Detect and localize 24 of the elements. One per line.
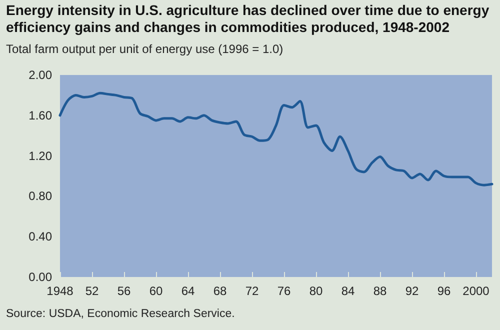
y-tick-label: 1.20 [28, 148, 52, 163]
source-note: Source: USDA, Economic Research Service. [6, 308, 235, 320]
x-tick-label: 64 [181, 284, 195, 298]
x-tick-label: 2000 [462, 284, 490, 298]
y-tick-label: 0.00 [28, 270, 52, 284]
y-tick-label: 0.80 [28, 189, 52, 204]
x-tick-label: 84 [341, 284, 355, 298]
chart-title: Energy intensity in U.S. agriculture has declined over time due to energy efficiency gains and changes in commodities produced, 1948-2002 [6, 2, 490, 36]
x-tick-label: 68 [213, 284, 227, 298]
x-tick-label: 72 [245, 284, 259, 298]
x-tick-label: 80 [309, 284, 323, 298]
line-series [58, 92, 494, 186]
x-tick-label: 52 [85, 284, 99, 298]
y-tick-label: 2.00 [28, 68, 52, 82]
y-tick-label: 1.60 [28, 108, 52, 122]
x-tick-label: 92 [405, 284, 419, 298]
y-axis-title: Total farm output per unit of energy use (1996 = 1.0) [6, 42, 284, 56]
x-tick-label: 76 [277, 284, 291, 298]
x-tick-label: 96 [437, 284, 451, 298]
x-tick-label: 88 [373, 284, 387, 298]
x-tick-label: 60 [149, 284, 163, 298]
x-tick-label: 56 [117, 284, 131, 298]
y-tick-label: 0.40 [28, 230, 52, 244]
x-tick-label: 1948 [46, 284, 74, 298]
